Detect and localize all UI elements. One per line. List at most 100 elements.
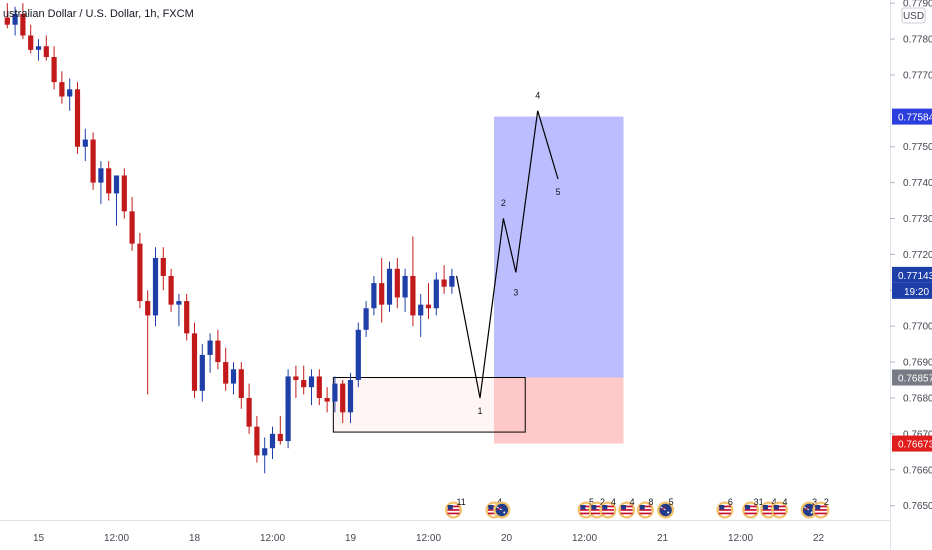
- candle-body: [316, 376, 322, 398]
- candle-body: [324, 397, 330, 402]
- candle: [394, 258, 400, 309]
- candle-body: [363, 308, 369, 330]
- candle: [410, 236, 416, 327]
- flag-stripe: [620, 509, 633, 511]
- candle-body: [418, 304, 424, 316]
- candle-body: [293, 376, 299, 381]
- flag-stripe: [620, 505, 633, 508]
- candle-body: [74, 89, 81, 147]
- long-position-tool[interactable]: [494, 116, 624, 444]
- candle-body: [371, 283, 377, 309]
- countdown-bg: [892, 282, 932, 299]
- flag-stripe: [762, 509, 775, 511]
- candle: [35, 39, 42, 61]
- au-flag-icon[interactable]: [493, 501, 511, 519]
- candle: [223, 347, 229, 391]
- flag-canton: [591, 505, 597, 510]
- price-label-text: 0.76673: [898, 440, 932, 451]
- us-flag-icon[interactable]: 11: [444, 497, 466, 519]
- au-flag-icon[interactable]: 3: [800, 497, 818, 519]
- candle: [121, 168, 127, 219]
- flag-stripe: [590, 512, 603, 515]
- candle-body: [355, 329, 361, 381]
- us-flag-icon[interactable]: 4: [618, 497, 636, 519]
- candle: [67, 78, 73, 111]
- flag-stripe: [814, 509, 827, 511]
- us-flag-icon[interactable]: 2: [812, 497, 830, 519]
- flag-stripe: [447, 512, 460, 515]
- zone-rectangle[interactable]: [332, 377, 526, 433]
- time-axis[interactable]: 15 12:00 18 12:00 19 12:00 20 12:00 21 12:00 22: [33, 533, 825, 544]
- candle-body: [90, 139, 96, 183]
- demand-zone-rectangle[interactable]: [332, 377, 526, 433]
- flag-stripe: [814, 512, 827, 515]
- candle: [386, 261, 393, 312]
- candle-body: [51, 57, 57, 83]
- candle: [59, 71, 65, 104]
- economic-events[interactable]: 1145244856314432: [444, 497, 830, 519]
- us-flag-icon[interactable]: 4: [771, 497, 788, 519]
- flag-stripe: [580, 505, 593, 508]
- event-count: 4: [783, 497, 788, 507]
- time-tick-label: 21: [657, 533, 669, 544]
- time-tick-label: 12:00: [104, 533, 129, 544]
- candle-body: [82, 139, 88, 147]
- flag-stripe: [488, 505, 501, 508]
- candle: [168, 268, 174, 312]
- candle: [347, 372, 354, 424]
- flag-stripe: [744, 512, 757, 515]
- event-count: 5: [669, 497, 674, 507]
- candle-body: [35, 46, 42, 50]
- currency-label: USD: [903, 11, 924, 22]
- us-flag-icon[interactable]: 4: [599, 497, 617, 519]
- flag-stripe: [639, 505, 652, 508]
- candle: [379, 258, 385, 323]
- candle-body: [254, 426, 260, 456]
- flag-stripe: [718, 512, 731, 515]
- price-label-badge: 0.77143: [892, 266, 932, 283]
- candle-body: [168, 275, 174, 305]
- candles: [4, 3, 455, 474]
- event-count: 4: [772, 497, 777, 507]
- wave-label-2: 2: [501, 198, 506, 208]
- elliott-wave-projection[interactable]: 1 2 3 4 5: [456, 90, 561, 416]
- candle-body: [176, 301, 182, 305]
- wave-label-5: 5: [555, 187, 560, 197]
- us-flag-icon[interactable]: 31: [742, 497, 764, 519]
- candle: [137, 232, 143, 309]
- candle: [20, 3, 26, 40]
- candle-body: [145, 301, 151, 316]
- candle-body: [67, 89, 73, 97]
- candle-body: [332, 383, 338, 402]
- us-flag-icon[interactable]: 8: [636, 497, 654, 519]
- currency-button[interactable]: USD: [901, 7, 926, 24]
- candle: [254, 415, 260, 463]
- flag-stripe: [601, 509, 614, 511]
- price-label-badge: 0.77584: [892, 108, 932, 125]
- flag-canton: [580, 505, 586, 510]
- candle: [145, 290, 151, 395]
- wave-path[interactable]: [456, 110, 559, 399]
- candle-body: [28, 35, 34, 50]
- price-label-bg: [892, 435, 932, 452]
- candle-body: [394, 268, 400, 298]
- profit-zone[interactable]: [494, 116, 624, 378]
- candle-body: [347, 380, 354, 413]
- candle-body: [223, 362, 229, 384]
- au-flag-icon[interactable]: 5: [657, 497, 675, 519]
- candle-body: [184, 301, 190, 334]
- price-label-bg: [892, 266, 932, 283]
- candle-body: [379, 283, 385, 305]
- candle-body: [246, 397, 252, 427]
- us-flag-icon[interactable]: 6: [716, 497, 734, 519]
- flag-stripe: [718, 505, 731, 508]
- candle-body: [433, 279, 439, 309]
- flag-stripe: [590, 505, 603, 508]
- candle: [4, 3, 10, 29]
